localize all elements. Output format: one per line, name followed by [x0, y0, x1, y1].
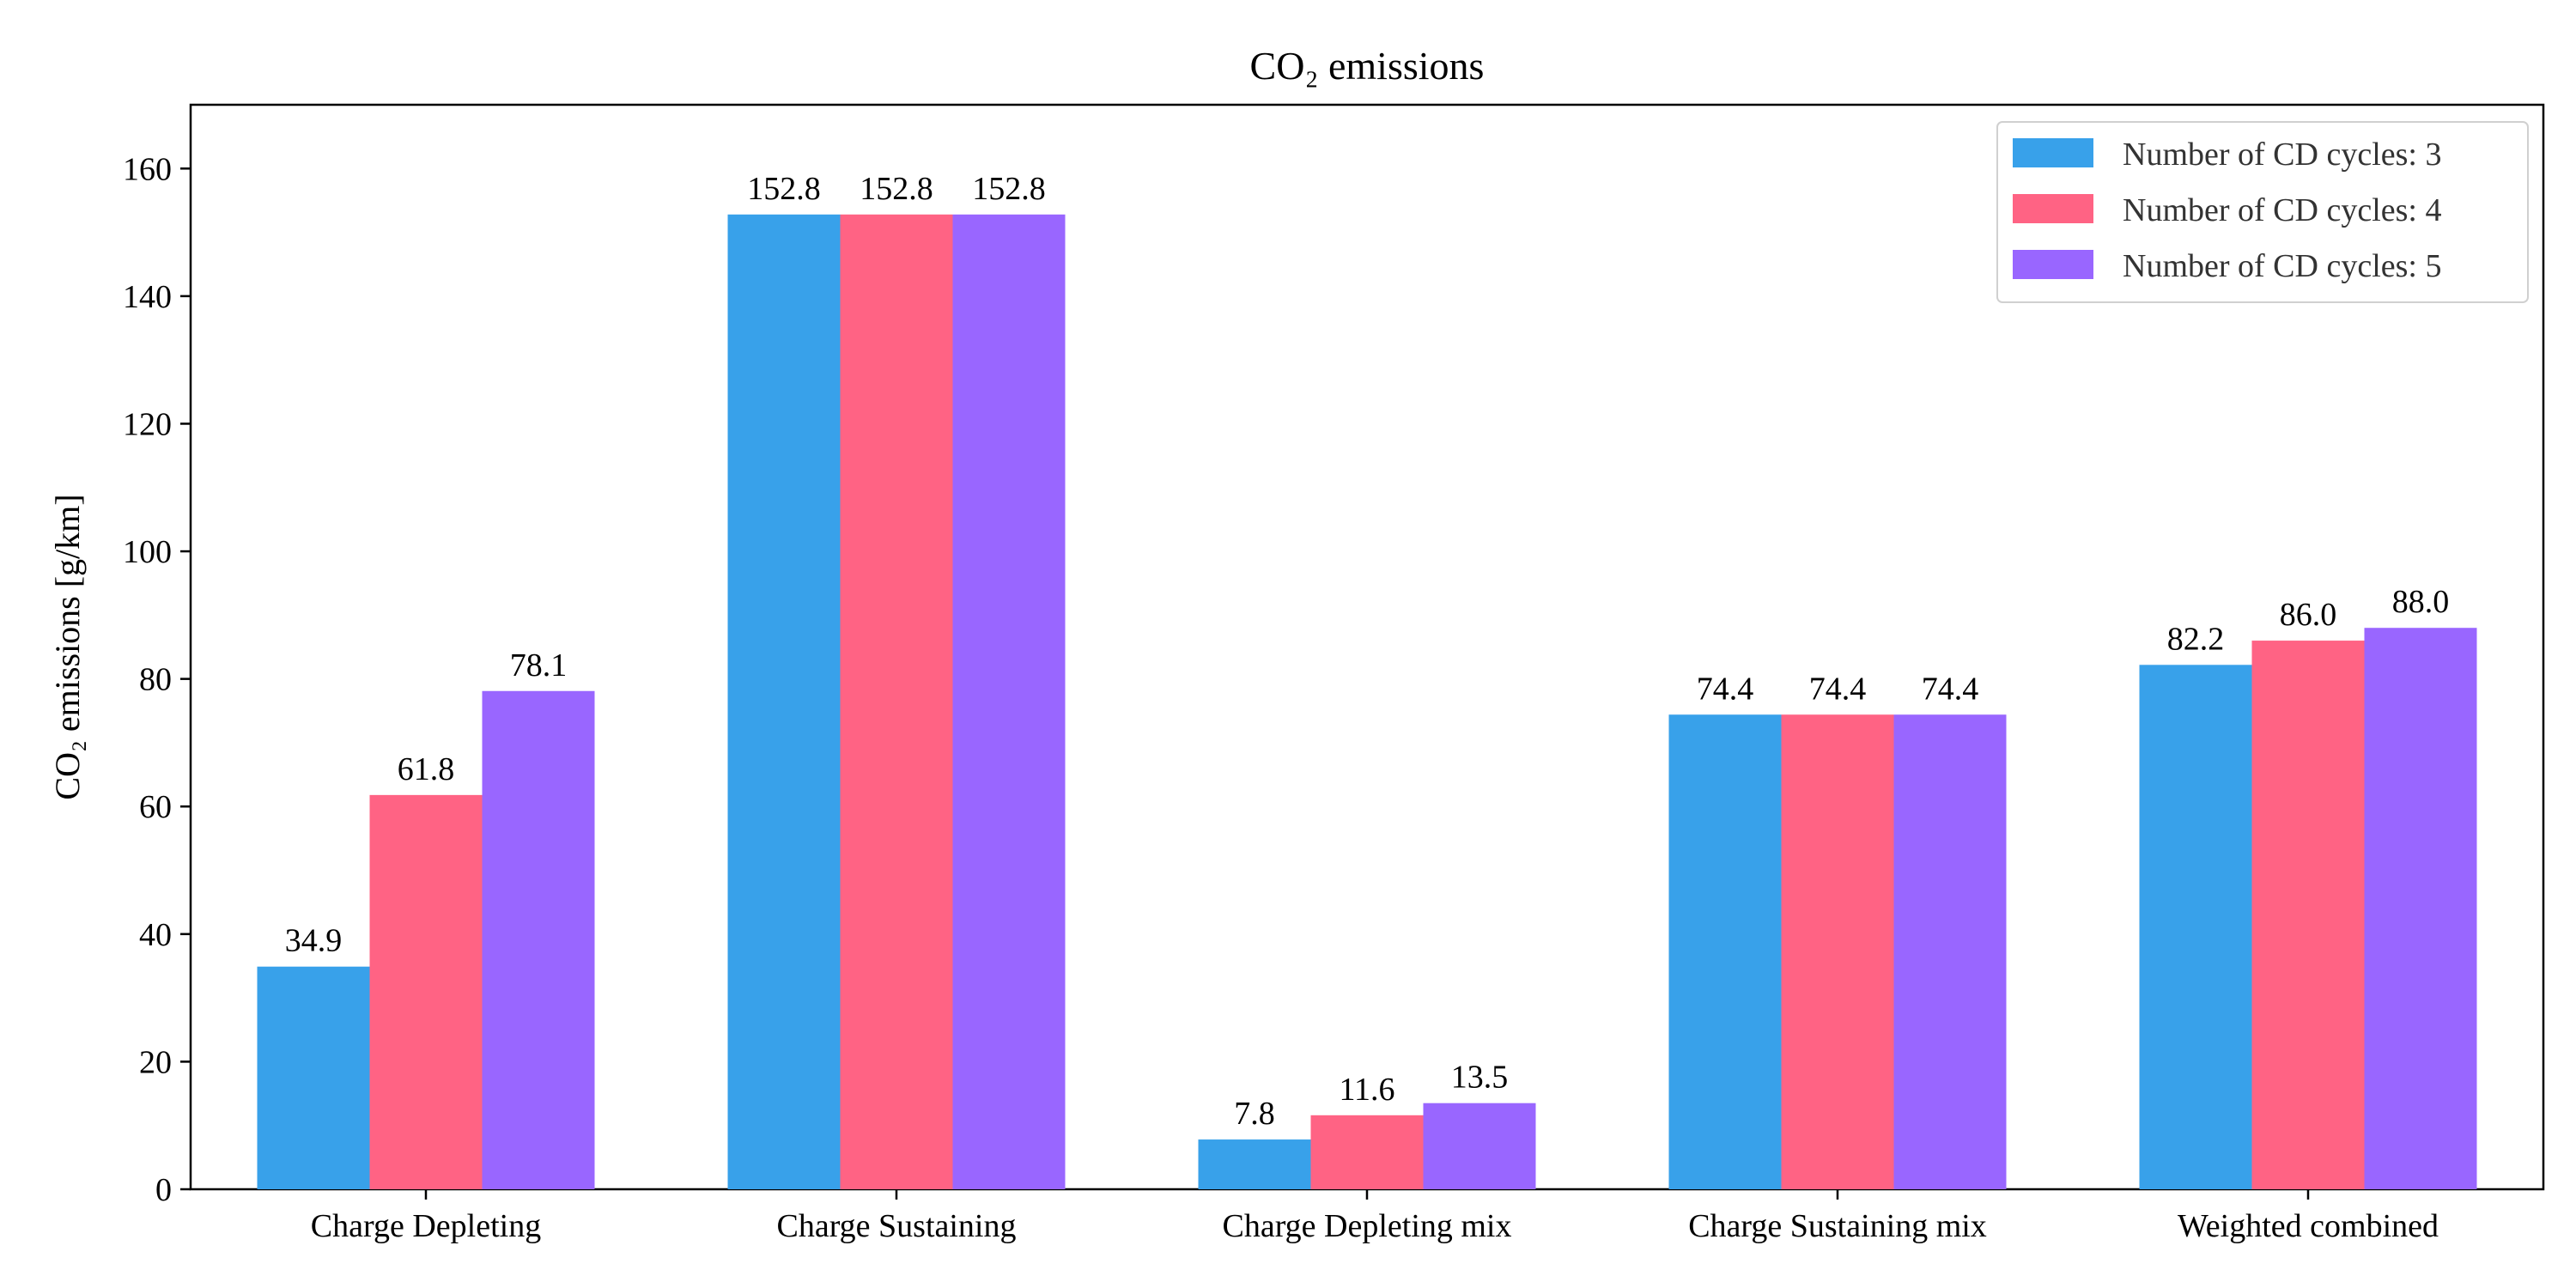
- bar: [2139, 665, 2252, 1189]
- bar-value-label: 13.5: [1451, 1060, 1509, 1096]
- legend-label: Number of CD cycles: 5: [2123, 248, 2441, 284]
- legend-box: [1996, 121, 2529, 303]
- y-tick-label: 0: [155, 1172, 172, 1208]
- chart-title: CO₂ emissions: [1250, 44, 1485, 88]
- legend-label: Number of CD cycles: 4: [2123, 192, 2441, 228]
- bar: [840, 214, 953, 1189]
- bar-value-label: 61.8: [398, 751, 455, 787]
- bar-value-label: 78.1: [510, 647, 568, 683]
- bar-value-label: 82.2: [2167, 621, 2225, 657]
- legend-swatch: [2013, 138, 2093, 167]
- legend-swatch: [2013, 250, 2093, 279]
- x-tick-label: Charge Sustaining mix: [1688, 1208, 1987, 1244]
- x-tick-label: Charge Sustaining: [776, 1208, 1016, 1244]
- y-tick-label: 140: [123, 279, 172, 315]
- bar-value-label: 88.0: [2392, 584, 2450, 620]
- bar: [1198, 1139, 1311, 1189]
- bar: [1423, 1103, 1536, 1189]
- x-tick-label: Charge Depleting: [311, 1208, 541, 1244]
- bar: [2364, 628, 2477, 1189]
- bar: [1668, 714, 1782, 1189]
- legend: Number of CD cycles: 3 Number of CD cycle…: [1996, 121, 2529, 303]
- y-tick-label: 80: [139, 662, 172, 698]
- axes: 0 20 40 60 80 100 120 140 160 Charge Depleting Cha…: [123, 103, 2545, 1244]
- x-tick-label: Charge Depleting mix: [1222, 1208, 1511, 1244]
- bar: [257, 966, 370, 1189]
- x-tick-label: Weighted combined: [2178, 1208, 2439, 1244]
- bar-value-label: 74.4: [1809, 671, 1867, 707]
- bar: [2251, 641, 2365, 1189]
- bar-value-label: 74.4: [1922, 671, 1979, 707]
- bar-value-label: 74.4: [1697, 671, 1754, 707]
- bar-value-label: 7.8: [1234, 1096, 1275, 1132]
- legend-label: Number of CD cycles: 3: [2123, 137, 2441, 173]
- legend-swatch: [2013, 194, 2093, 223]
- bar: [1781, 714, 1894, 1189]
- y-tick-label: 20: [139, 1044, 172, 1080]
- y-tick-label: 40: [139, 917, 172, 953]
- bar-labels-group: 34.9 61.8 78.1 152.8 152.8 152.8 7.8 11.6 13.5 74…: [285, 171, 2450, 1132]
- bar-value-label: 11.6: [1339, 1072, 1394, 1108]
- y-tick-label: 160: [123, 151, 172, 187]
- bar-value-label: 152.8: [972, 171, 1046, 207]
- bar-value-label: 152.8: [860, 171, 933, 207]
- bar: [727, 214, 841, 1189]
- bars-group: [257, 214, 2477, 1189]
- y-axis-label: CO₂ emissions [g/km]: [48, 494, 87, 799]
- y-tick-label: 120: [123, 406, 172, 442]
- bar: [1310, 1115, 1424, 1189]
- bar: [1893, 714, 2007, 1189]
- bar-value-label: 152.8: [747, 171, 821, 207]
- bar-value-label: 34.9: [285, 923, 343, 959]
- bar: [952, 214, 1066, 1189]
- y-tick-label: 100: [123, 534, 172, 570]
- bar-value-label: 86.0: [2280, 597, 2337, 633]
- bar: [369, 794, 483, 1189]
- y-tick-label: 60: [139, 789, 172, 825]
- bar: [482, 690, 595, 1189]
